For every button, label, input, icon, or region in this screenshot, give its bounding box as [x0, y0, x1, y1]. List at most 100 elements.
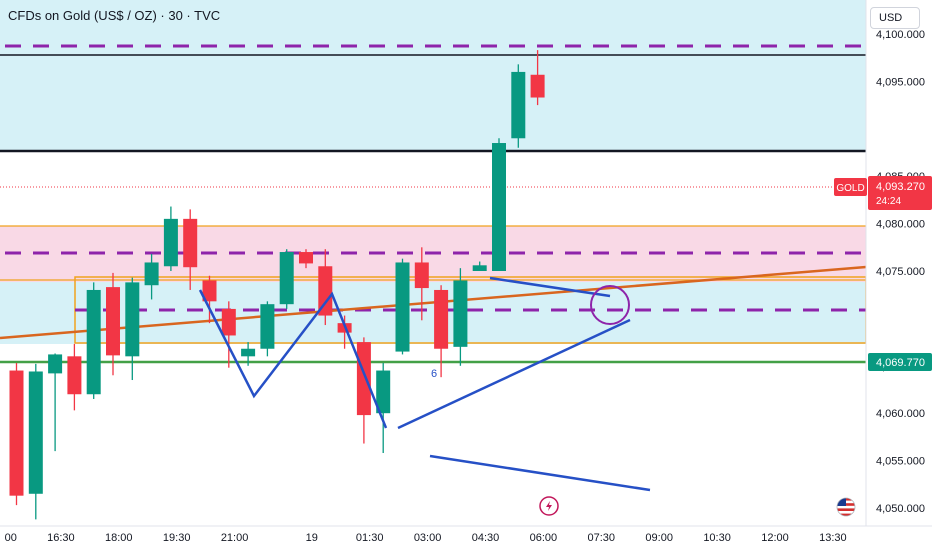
candle-body — [202, 280, 217, 302]
candle-body — [260, 304, 275, 349]
candle-body — [299, 252, 313, 264]
candle-11 — [221, 301, 236, 368]
zigzag-wave — [198, 289, 388, 429]
x-tick-label: 13:30 — [819, 532, 847, 544]
blue-projection-line — [429, 454, 651, 492]
y-tick-label: 4,080.000 — [876, 219, 925, 231]
levels — [0, 44, 866, 364]
candle-6 — [125, 277, 140, 381]
bar-countdown: 24:24 — [876, 196, 901, 207]
candle-9 — [183, 209, 198, 290]
price-axis: 4,050.0004,055.0004,060.0004,065.0004,07… — [834, 0, 932, 526]
candle-body — [376, 370, 391, 414]
y-tick-label: 4,095.000 — [876, 76, 925, 88]
candle-23 — [453, 268, 468, 366]
candle-body — [144, 262, 159, 286]
x-tick-label: 16:30 — [47, 532, 75, 544]
x-tick-label: 12:00 — [761, 532, 789, 544]
candle-body — [434, 289, 449, 349]
candle-16 — [318, 249, 333, 326]
candle-body — [86, 289, 101, 395]
candle-5 — [106, 272, 120, 376]
y-tick-label: 4,050.000 — [876, 503, 925, 515]
x-tick-label: 19:30 — [163, 532, 191, 544]
us-flag-icon[interactable] — [836, 497, 856, 517]
x-tick-label: 10:30 — [703, 532, 731, 544]
top-blue-zone — [0, 0, 866, 151]
blue-rising-trendline — [397, 318, 631, 430]
candle-body — [511, 71, 526, 139]
orange-trendline — [0, 265, 867, 340]
blue-upper-trendline — [489, 276, 611, 298]
candle-12 — [241, 342, 256, 366]
candle-0 — [9, 362, 24, 506]
candle-27 — [530, 50, 545, 106]
x-tick-label: 03:00 — [414, 532, 442, 544]
candle-2 — [48, 353, 63, 452]
x-tick-label: 18:00 — [105, 532, 133, 544]
candle-body — [530, 74, 545, 98]
x-tick-label: 09:00 — [645, 532, 673, 544]
candle-21 — [414, 247, 429, 321]
candle-26 — [511, 64, 526, 148]
candle-19 — [376, 362, 391, 454]
y-tick-label: 4,075.000 — [876, 266, 925, 278]
candle-body — [472, 265, 487, 271]
candle-15 — [299, 249, 313, 269]
candle-body — [106, 287, 120, 356]
lightning-icon[interactable] — [539, 496, 559, 516]
lower-blue-zone — [0, 282, 866, 344]
candle-body — [67, 356, 82, 395]
y-tick-label: 4,100.000 — [876, 29, 925, 41]
x-tick-label: 00 — [5, 532, 17, 544]
candle-4 — [86, 282, 101, 399]
lightning-icon-bolt — [546, 501, 552, 511]
candle-14 — [279, 249, 294, 309]
support-price-tag — [868, 353, 932, 371]
current-price-tag — [868, 176, 932, 210]
drawings: 6 — [198, 276, 651, 492]
x-tick-label: 06:00 — [530, 532, 558, 544]
currency-button[interactable]: USD — [870, 7, 920, 29]
current-price-value: 4,093.270 — [876, 181, 925, 193]
wave-label: 6 — [431, 368, 437, 380]
candle-3 — [67, 343, 82, 411]
candle-body — [48, 354, 63, 374]
candle-body — [9, 370, 24, 496]
candle-body — [221, 308, 236, 336]
symbol-tag — [834, 178, 867, 196]
symbol-tag-label: GOLD — [836, 183, 864, 194]
candle-13 — [260, 301, 275, 357]
candle-body — [414, 262, 429, 289]
x-tick-label: 04:30 — [472, 532, 500, 544]
candle-body — [318, 266, 333, 316]
candle-10 — [202, 275, 217, 324]
candle-7 — [144, 253, 159, 300]
candles — [9, 50, 545, 520]
target-circle — [590, 285, 630, 325]
candle-body — [492, 143, 506, 271]
trend-lines — [0, 265, 867, 340]
x-tick-label: 19 — [306, 532, 318, 544]
y-tick-label: 4,060.000 — [876, 408, 925, 420]
candle-body — [125, 282, 140, 357]
candle-24 — [472, 261, 487, 271]
candle-body — [241, 348, 256, 357]
candle-1 — [28, 363, 43, 520]
support-price-value: 4,069.770 — [876, 357, 925, 369]
candle-25 — [492, 138, 506, 271]
time-axis-bg — [0, 526, 932, 550]
candle-body — [453, 280, 468, 347]
candle-body — [183, 218, 198, 268]
candle-body — [279, 252, 294, 305]
x-tick-label: 07:30 — [588, 532, 616, 544]
x-tick-label: 21:00 — [221, 532, 249, 544]
candle-body — [356, 342, 371, 416]
candle-20 — [395, 258, 410, 355]
candle-22 — [434, 285, 449, 378]
candle-body — [28, 371, 43, 494]
y-tick-label: 4,055.000 — [876, 456, 925, 468]
candle-8 — [163, 206, 178, 271]
price-axis-bg — [866, 0, 932, 526]
